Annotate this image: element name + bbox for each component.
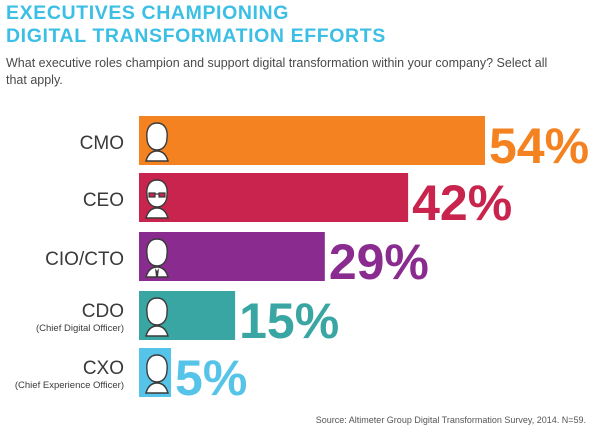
bar	[139, 116, 485, 165]
category-label: CDO	[82, 301, 124, 322]
icon-head	[146, 354, 168, 383]
woman-silhouette-icon	[145, 122, 169, 162]
bar-row-cmo: CMO 54%	[80, 116, 589, 174]
bar-row-cxo: CXO(Chief Experience Officer) 5%	[15, 348, 247, 406]
person-silhouette-icon	[145, 354, 169, 394]
icon-shoulders	[145, 150, 169, 162]
chart-title: EXECUTIVES CHAMPIONING DIGITAL TRANSFORM…	[6, 2, 386, 48]
chart-title-line-1: EXECUTIVES CHAMPIONING	[6, 2, 289, 24]
woman-glasses-silhouette-icon	[145, 179, 169, 219]
value-label: 54%	[489, 118, 589, 174]
value-label: 15%	[239, 293, 339, 349]
man-tie-silhouette-icon	[145, 238, 169, 278]
icon-head	[146, 238, 168, 267]
bar-row-cdo: CDO(Chief Digital Officer) 15%	[36, 291, 339, 349]
bar	[139, 232, 325, 281]
category-label: CIO/CTO	[45, 249, 124, 270]
survey-question: What executive roles champion and suppor…	[6, 56, 548, 87]
value-label: 5%	[175, 350, 247, 406]
value-label: 29%	[329, 234, 429, 290]
bar-row-ceo: CEO 42%	[83, 173, 512, 231]
category-label: CXO	[83, 358, 124, 379]
icon-shoulders	[145, 382, 169, 394]
category-sublabel: (Chief Experience Officer)	[15, 380, 124, 391]
icon-glasses	[148, 192, 166, 198]
category-label: CMO	[80, 133, 124, 154]
icon-head	[146, 297, 168, 326]
icon-head	[146, 122, 168, 151]
bar-row-cio-cto: CIO/CTO 29%	[45, 232, 429, 290]
icon-shoulders	[145, 207, 169, 219]
bar	[139, 173, 409, 222]
icon-tie	[155, 268, 159, 277]
category-sublabel: (Chief Digital Officer)	[36, 323, 124, 334]
person-silhouette-icon	[145, 297, 169, 337]
value-label: 42%	[412, 175, 512, 231]
source-note: Source: Altimeter Group Digital Transfor…	[315, 415, 586, 425]
category-label: CEO	[83, 190, 124, 211]
icon-shoulders	[145, 325, 169, 337]
chart-title-line-2: DIGITAL TRANSFORMATION EFFORTS	[6, 25, 386, 47]
